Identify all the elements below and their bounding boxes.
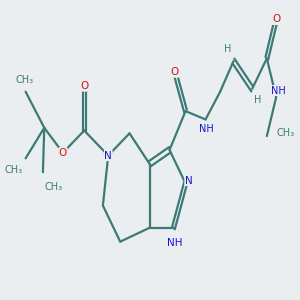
Text: NH: NH [167,238,183,248]
Text: O: O [171,67,179,77]
Text: H: H [224,44,231,54]
Text: O: O [272,14,280,24]
Text: CH₃: CH₃ [276,128,294,138]
Text: H: H [254,95,262,105]
Text: NH: NH [271,85,286,96]
Text: N: N [104,151,112,160]
Text: N: N [185,176,193,186]
Text: O: O [80,81,88,91]
Text: CH₃: CH₃ [4,165,22,175]
Text: NH: NH [200,124,214,134]
Text: CH₃: CH₃ [44,182,62,192]
Text: O: O [59,148,67,158]
Text: CH₃: CH₃ [15,75,33,85]
